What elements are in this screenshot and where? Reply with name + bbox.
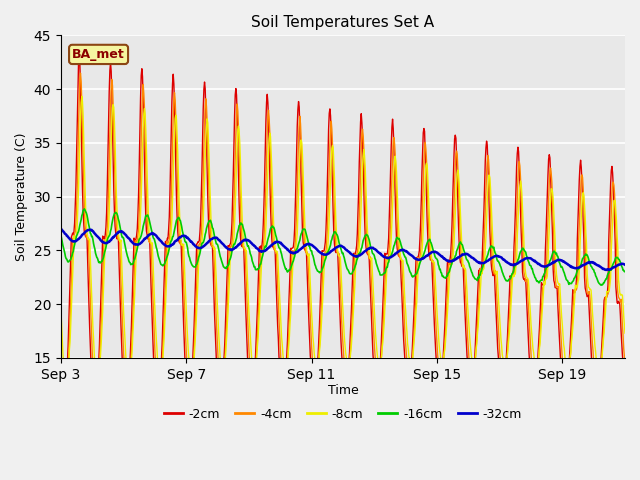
-2cm	[400, 337, 408, 343]
-4cm	[401, 318, 408, 324]
Line: -2cm: -2cm	[61, 55, 625, 363]
-2cm	[57, 360, 65, 366]
-16cm	[325, 246, 333, 252]
Text: BA_met: BA_met	[72, 48, 125, 61]
-32cm	[621, 262, 629, 268]
-4cm	[611, 209, 619, 215]
-8cm	[78, 94, 86, 99]
-2cm	[611, 220, 618, 226]
-32cm	[324, 251, 332, 256]
-2cm	[76, 52, 83, 58]
-2cm	[75, 60, 83, 66]
-16cm	[75, 228, 83, 234]
-16cm	[429, 247, 437, 252]
-2cm	[429, 289, 437, 295]
-32cm	[57, 226, 65, 231]
-32cm	[75, 236, 83, 242]
-16cm	[57, 232, 65, 238]
-2cm	[325, 110, 333, 116]
-4cm	[57, 351, 65, 357]
-8cm	[326, 193, 333, 199]
-2cm	[613, 300, 621, 306]
-16cm	[81, 206, 88, 212]
-16cm	[614, 255, 621, 261]
Y-axis label: Soil Temperature (C): Soil Temperature (C)	[15, 132, 28, 261]
-4cm	[621, 360, 629, 366]
-4cm	[76, 97, 83, 103]
Title: Soil Temperatures Set A: Soil Temperatures Set A	[252, 15, 435, 30]
-8cm	[76, 163, 83, 168]
-32cm	[399, 247, 407, 253]
-4cm	[326, 142, 333, 147]
-16cm	[597, 282, 605, 288]
-8cm	[430, 259, 438, 264]
-8cm	[401, 285, 408, 291]
Line: -4cm: -4cm	[61, 73, 625, 363]
-32cm	[429, 249, 436, 255]
-4cm	[430, 273, 438, 279]
-32cm	[611, 264, 618, 270]
-4cm	[58, 360, 65, 366]
Line: -8cm: -8cm	[61, 96, 625, 363]
X-axis label: Time: Time	[328, 384, 358, 397]
-8cm	[60, 360, 68, 366]
Line: -16cm: -16cm	[61, 209, 625, 285]
-32cm	[613, 263, 621, 268]
-32cm	[602, 267, 610, 273]
-4cm	[614, 290, 621, 296]
-4cm	[77, 70, 84, 76]
-2cm	[621, 360, 629, 366]
Line: -32cm: -32cm	[61, 228, 625, 270]
-8cm	[614, 245, 621, 251]
Legend: -2cm, -4cm, -8cm, -16cm, -32cm: -2cm, -4cm, -8cm, -16cm, -32cm	[159, 403, 527, 426]
-8cm	[57, 306, 65, 312]
-8cm	[621, 330, 629, 336]
-16cm	[400, 251, 408, 257]
-16cm	[621, 269, 629, 275]
-8cm	[611, 198, 619, 204]
-16cm	[611, 256, 619, 262]
